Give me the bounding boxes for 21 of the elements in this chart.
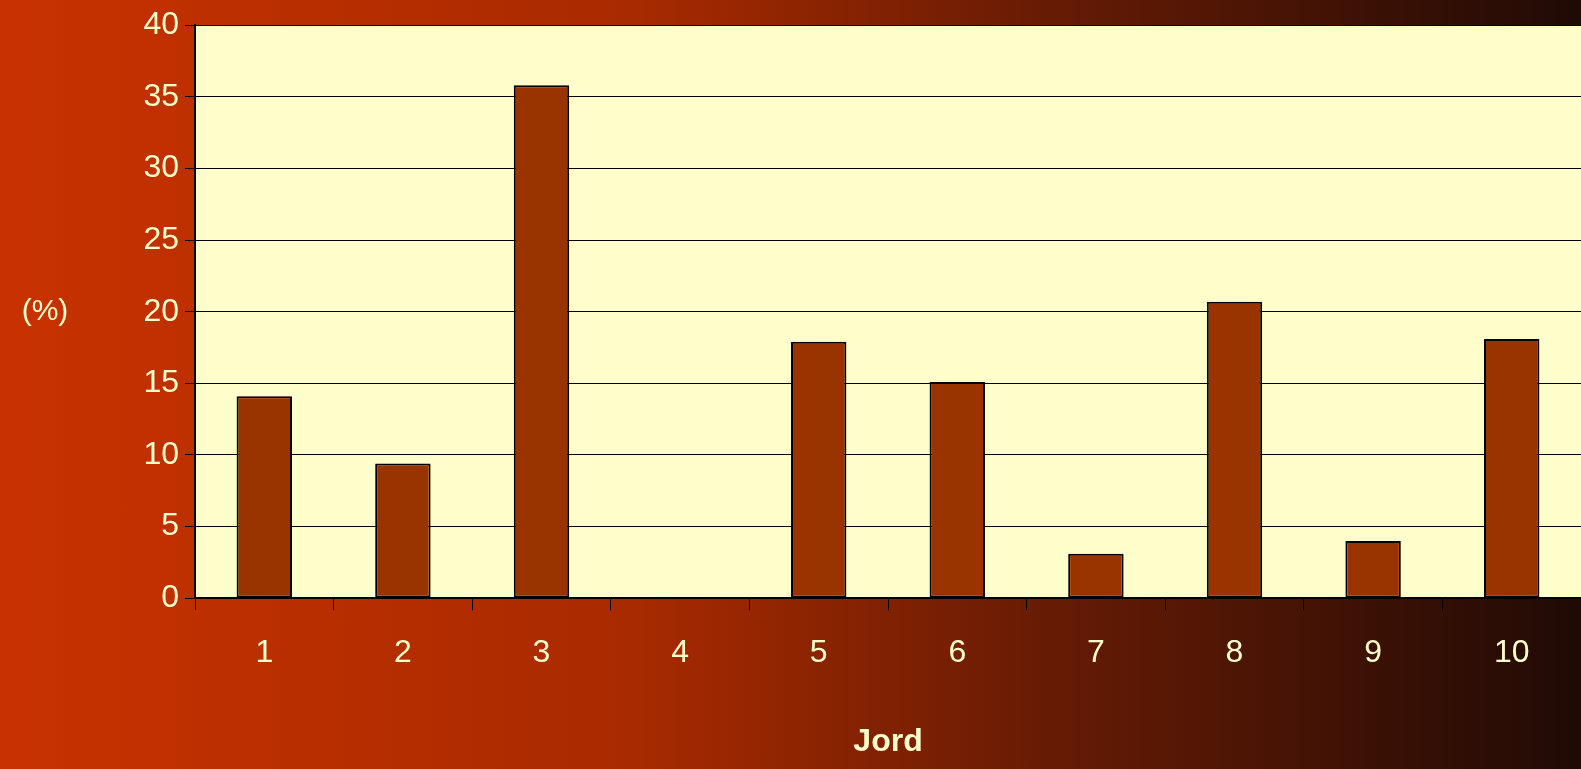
y-axis-title: (%) xyxy=(21,292,69,326)
x-tick-label: 8 xyxy=(1225,633,1244,670)
x-tick-label: 4 xyxy=(671,633,689,670)
x-axis-title: Jord xyxy=(853,721,923,758)
x-tick-label: 1 xyxy=(255,633,274,670)
y-tick-label: 25 xyxy=(143,219,179,256)
y-tick-label: 5 xyxy=(161,506,179,543)
x-tick-label: 6 xyxy=(948,633,967,670)
y-tick-label: 10 xyxy=(143,434,179,471)
y-tick-label: 40 xyxy=(143,5,179,42)
y-tick-label: 30 xyxy=(143,148,179,185)
y-tick-label: 35 xyxy=(143,76,179,113)
x-tick-label: 5 xyxy=(809,633,828,670)
y-tick-label: 0 xyxy=(161,578,179,615)
y-tick-label: 20 xyxy=(143,291,179,328)
x-tick-label: 3 xyxy=(532,633,551,670)
x-tick-label: 7 xyxy=(1087,633,1105,670)
x-tick-label: 9 xyxy=(1364,633,1382,670)
y-tick-label: 15 xyxy=(143,363,179,400)
x-tick-label: 10 xyxy=(1493,633,1530,670)
x-tick-label: 2 xyxy=(394,633,412,670)
